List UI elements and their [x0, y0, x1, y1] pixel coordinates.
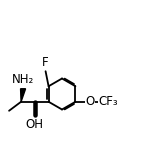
Text: O: O: [85, 95, 95, 108]
Text: F: F: [42, 56, 49, 69]
Text: NH₂: NH₂: [12, 73, 34, 86]
Polygon shape: [21, 89, 26, 102]
Text: CF₃: CF₃: [98, 95, 118, 108]
Text: OH: OH: [26, 118, 44, 131]
